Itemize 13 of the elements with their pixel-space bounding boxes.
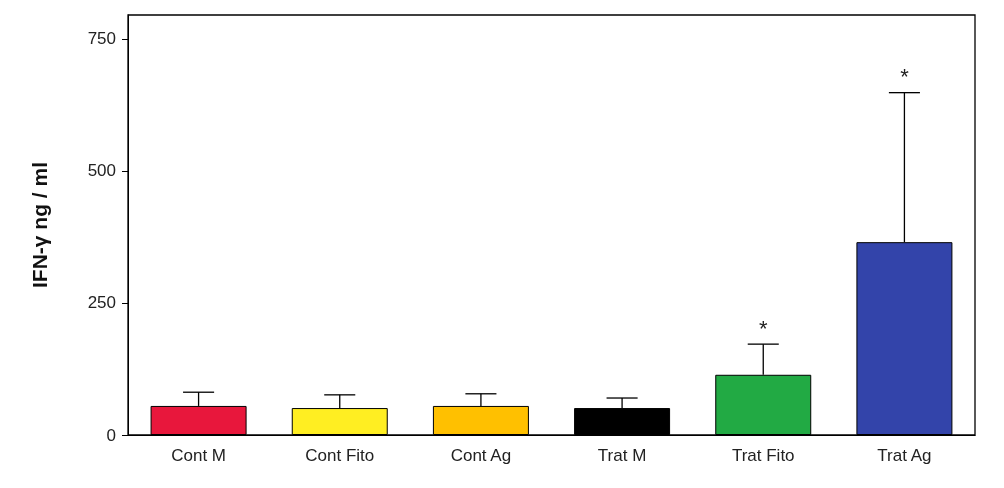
y-tick-label: 0 — [106, 425, 116, 445]
y-tick-label: 750 — [87, 29, 116, 49]
annotation: * — [900, 64, 910, 90]
x-tick-label: Trat M — [597, 446, 647, 465]
x-tick-label: Cont Fito — [305, 446, 375, 465]
x-tick-label: Cont M — [171, 446, 226, 465]
y-tick-label: 250 — [87, 293, 116, 313]
x-tick-label: Cont Ag — [450, 446, 512, 465]
y-tick-label: 500 — [87, 161, 116, 181]
annotation: * — [758, 315, 768, 341]
y-axis-title: IFN-γ ng / ml — [28, 162, 51, 288]
x-tick-label: Trat Fito — [731, 446, 795, 465]
x-tick-label: Trat Ag — [877, 446, 932, 465]
